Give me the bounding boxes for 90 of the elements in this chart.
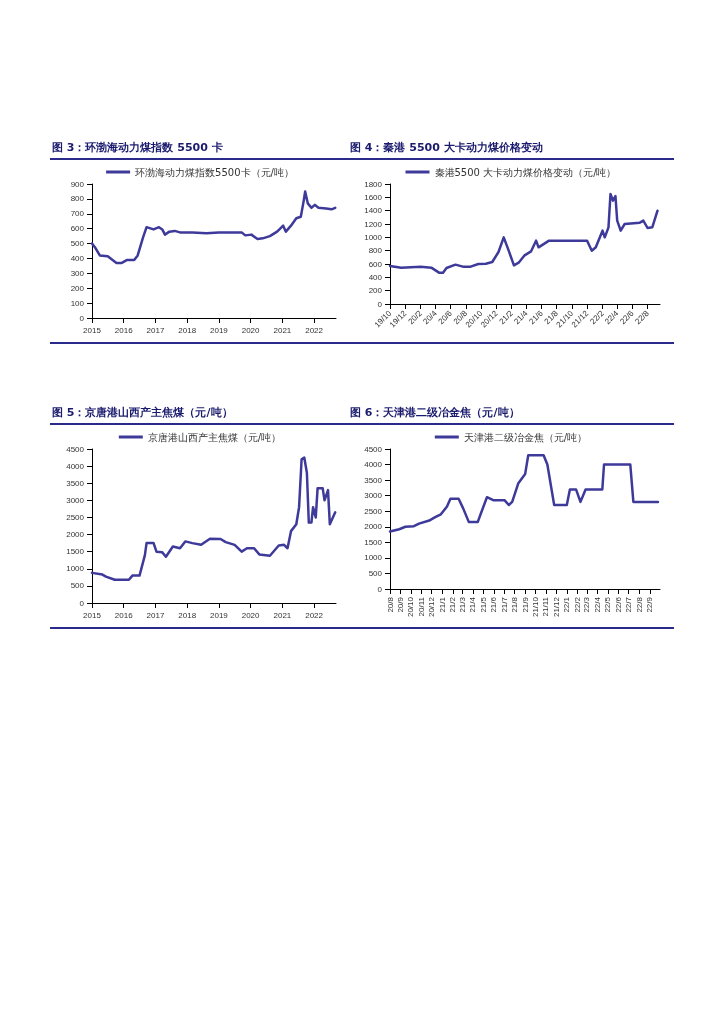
chart-title: 图 5：京唐港山西产主焦煤（元/吨） bbox=[50, 403, 350, 425]
y-tick-label: 4000 bbox=[66, 461, 85, 471]
x-tick-label: 21/10 bbox=[530, 596, 540, 618]
x-tick-label: 20/12 bbox=[427, 596, 437, 618]
x-tick-label: 21/3 bbox=[457, 596, 467, 613]
x-tick-label: 2019 bbox=[210, 610, 229, 620]
y-tick-label: 1400 bbox=[364, 206, 383, 216]
y-tick-label: 2500 bbox=[364, 506, 383, 516]
x-tick-label: 22/2 bbox=[572, 596, 582, 613]
x-tick-label: 2022 bbox=[305, 325, 324, 335]
y-tick-label: 0 bbox=[377, 299, 383, 309]
x-tick-label: 22/4 bbox=[593, 596, 603, 613]
y-tick-label: 600 bbox=[368, 259, 383, 269]
y-tick-label: 2500 bbox=[66, 512, 85, 522]
x-tick-label: 2017 bbox=[146, 610, 165, 620]
x-tick-label: 2021 bbox=[273, 610, 292, 620]
y-tick-label: 3500 bbox=[364, 475, 383, 485]
y-tick-label: 2000 bbox=[364, 522, 383, 532]
x-tick-label: 22/8 bbox=[634, 596, 644, 613]
x-tick-label: 21/8 bbox=[510, 596, 520, 613]
y-tick-label: 400 bbox=[70, 253, 85, 263]
y-tick-label: 1600 bbox=[364, 192, 383, 202]
y-tick-label: 3000 bbox=[66, 495, 85, 505]
y-tick-label: 400 bbox=[368, 272, 383, 282]
x-tick-label: 2015 bbox=[83, 610, 102, 620]
y-tick-label: 1500 bbox=[66, 547, 85, 557]
y-tick-label: 0 bbox=[79, 598, 85, 608]
legend-label: 天津港二级冶金焦（元/吨） bbox=[463, 431, 588, 443]
y-tick-label: 600 bbox=[70, 224, 85, 234]
y-tick-label: 4000 bbox=[364, 460, 383, 470]
y-tick-label: 4500 bbox=[66, 444, 85, 454]
x-tick-label: 21/11 bbox=[541, 596, 551, 617]
legend-label: 秦港5500 大卡动力煤价格变动（元/吨） bbox=[434, 166, 617, 178]
chart-title: 图 3：环渤海动力煤指数 5500 卡 bbox=[50, 138, 350, 160]
x-tick-label: 2020 bbox=[241, 610, 261, 620]
x-tick-label: 21/12 bbox=[551, 596, 561, 618]
x-tick-label: 21/5 bbox=[478, 596, 488, 613]
y-tick-label: 500 bbox=[368, 568, 383, 578]
y-tick-label: 800 bbox=[70, 194, 85, 204]
x-tick-label: 2015 bbox=[83, 325, 102, 335]
x-tick-label: 21/6 bbox=[489, 596, 499, 613]
y-tick-label: 0 bbox=[79, 313, 85, 323]
x-tick-label: 21/9 bbox=[520, 596, 530, 613]
x-tick-label: 20/8 bbox=[385, 596, 395, 613]
x-tick-label: 2020 bbox=[241, 325, 261, 335]
x-tick-label: 2016 bbox=[114, 325, 134, 335]
y-tick-label: 2000 bbox=[66, 530, 85, 540]
y-tick-label: 0 bbox=[377, 584, 383, 594]
y-tick-label: 1200 bbox=[364, 219, 383, 229]
y-tick-label: 3500 bbox=[66, 478, 85, 488]
y-tick-label: 1500 bbox=[364, 537, 383, 547]
x-tick-label: 2018 bbox=[178, 610, 197, 620]
y-tick-label: 3000 bbox=[364, 491, 383, 501]
x-tick-label: 21/7 bbox=[499, 596, 509, 613]
x-tick-label: 22/1 bbox=[562, 596, 572, 613]
y-tick-label: 1000 bbox=[364, 553, 383, 563]
y-tick-label: 200 bbox=[368, 286, 383, 296]
x-tick-label: 22/5 bbox=[603, 596, 613, 613]
y-tick-label: 900 bbox=[70, 179, 85, 189]
x-tick-label: 2022 bbox=[305, 610, 324, 620]
y-tick-label: 700 bbox=[70, 209, 85, 219]
x-tick-label: 21/1 bbox=[437, 596, 447, 613]
x-tick-label: 22/7 bbox=[624, 596, 634, 613]
y-tick-label: 500 bbox=[70, 239, 85, 249]
x-tick-label: 22/9 bbox=[645, 596, 655, 613]
y-tick-label: 100 bbox=[70, 298, 85, 308]
x-tick-label: 2021 bbox=[273, 325, 292, 335]
y-tick-label: 1000 bbox=[66, 564, 85, 574]
y-tick-label: 800 bbox=[368, 246, 383, 256]
x-tick-label: 20/11 bbox=[416, 596, 426, 617]
x-tick-label: 21/2 bbox=[448, 596, 458, 613]
x-tick-label: 22/3 bbox=[582, 596, 592, 613]
y-tick-label: 500 bbox=[70, 581, 85, 591]
chart-title: 图 4：秦港 5500 大卡动力煤价格变动 bbox=[348, 138, 674, 160]
x-tick-label: 2017 bbox=[146, 325, 165, 335]
legend-label: 京唐港山西产主焦煤（元/吨） bbox=[147, 431, 282, 443]
legend-label: 环渤海动力煤指数5500卡（元/吨） bbox=[135, 166, 294, 178]
chart-title: 图 6：天津港二级冶金焦（元/吨） bbox=[348, 403, 674, 425]
y-tick-label: 300 bbox=[70, 268, 85, 278]
y-tick-label: 1000 bbox=[364, 232, 383, 242]
y-tick-label: 200 bbox=[70, 283, 85, 293]
x-tick-label: 21/4 bbox=[468, 596, 478, 613]
x-tick-label: 20/10 bbox=[406, 596, 416, 618]
x-tick-label: 2018 bbox=[178, 325, 197, 335]
x-tick-label: 22/6 bbox=[613, 596, 623, 613]
y-tick-label: 4500 bbox=[364, 444, 383, 454]
x-tick-label: 2016 bbox=[114, 610, 134, 620]
x-tick-label: 20/9 bbox=[396, 596, 406, 613]
y-tick-label: 1800 bbox=[364, 179, 383, 189]
x-tick-label: 2019 bbox=[210, 325, 229, 335]
